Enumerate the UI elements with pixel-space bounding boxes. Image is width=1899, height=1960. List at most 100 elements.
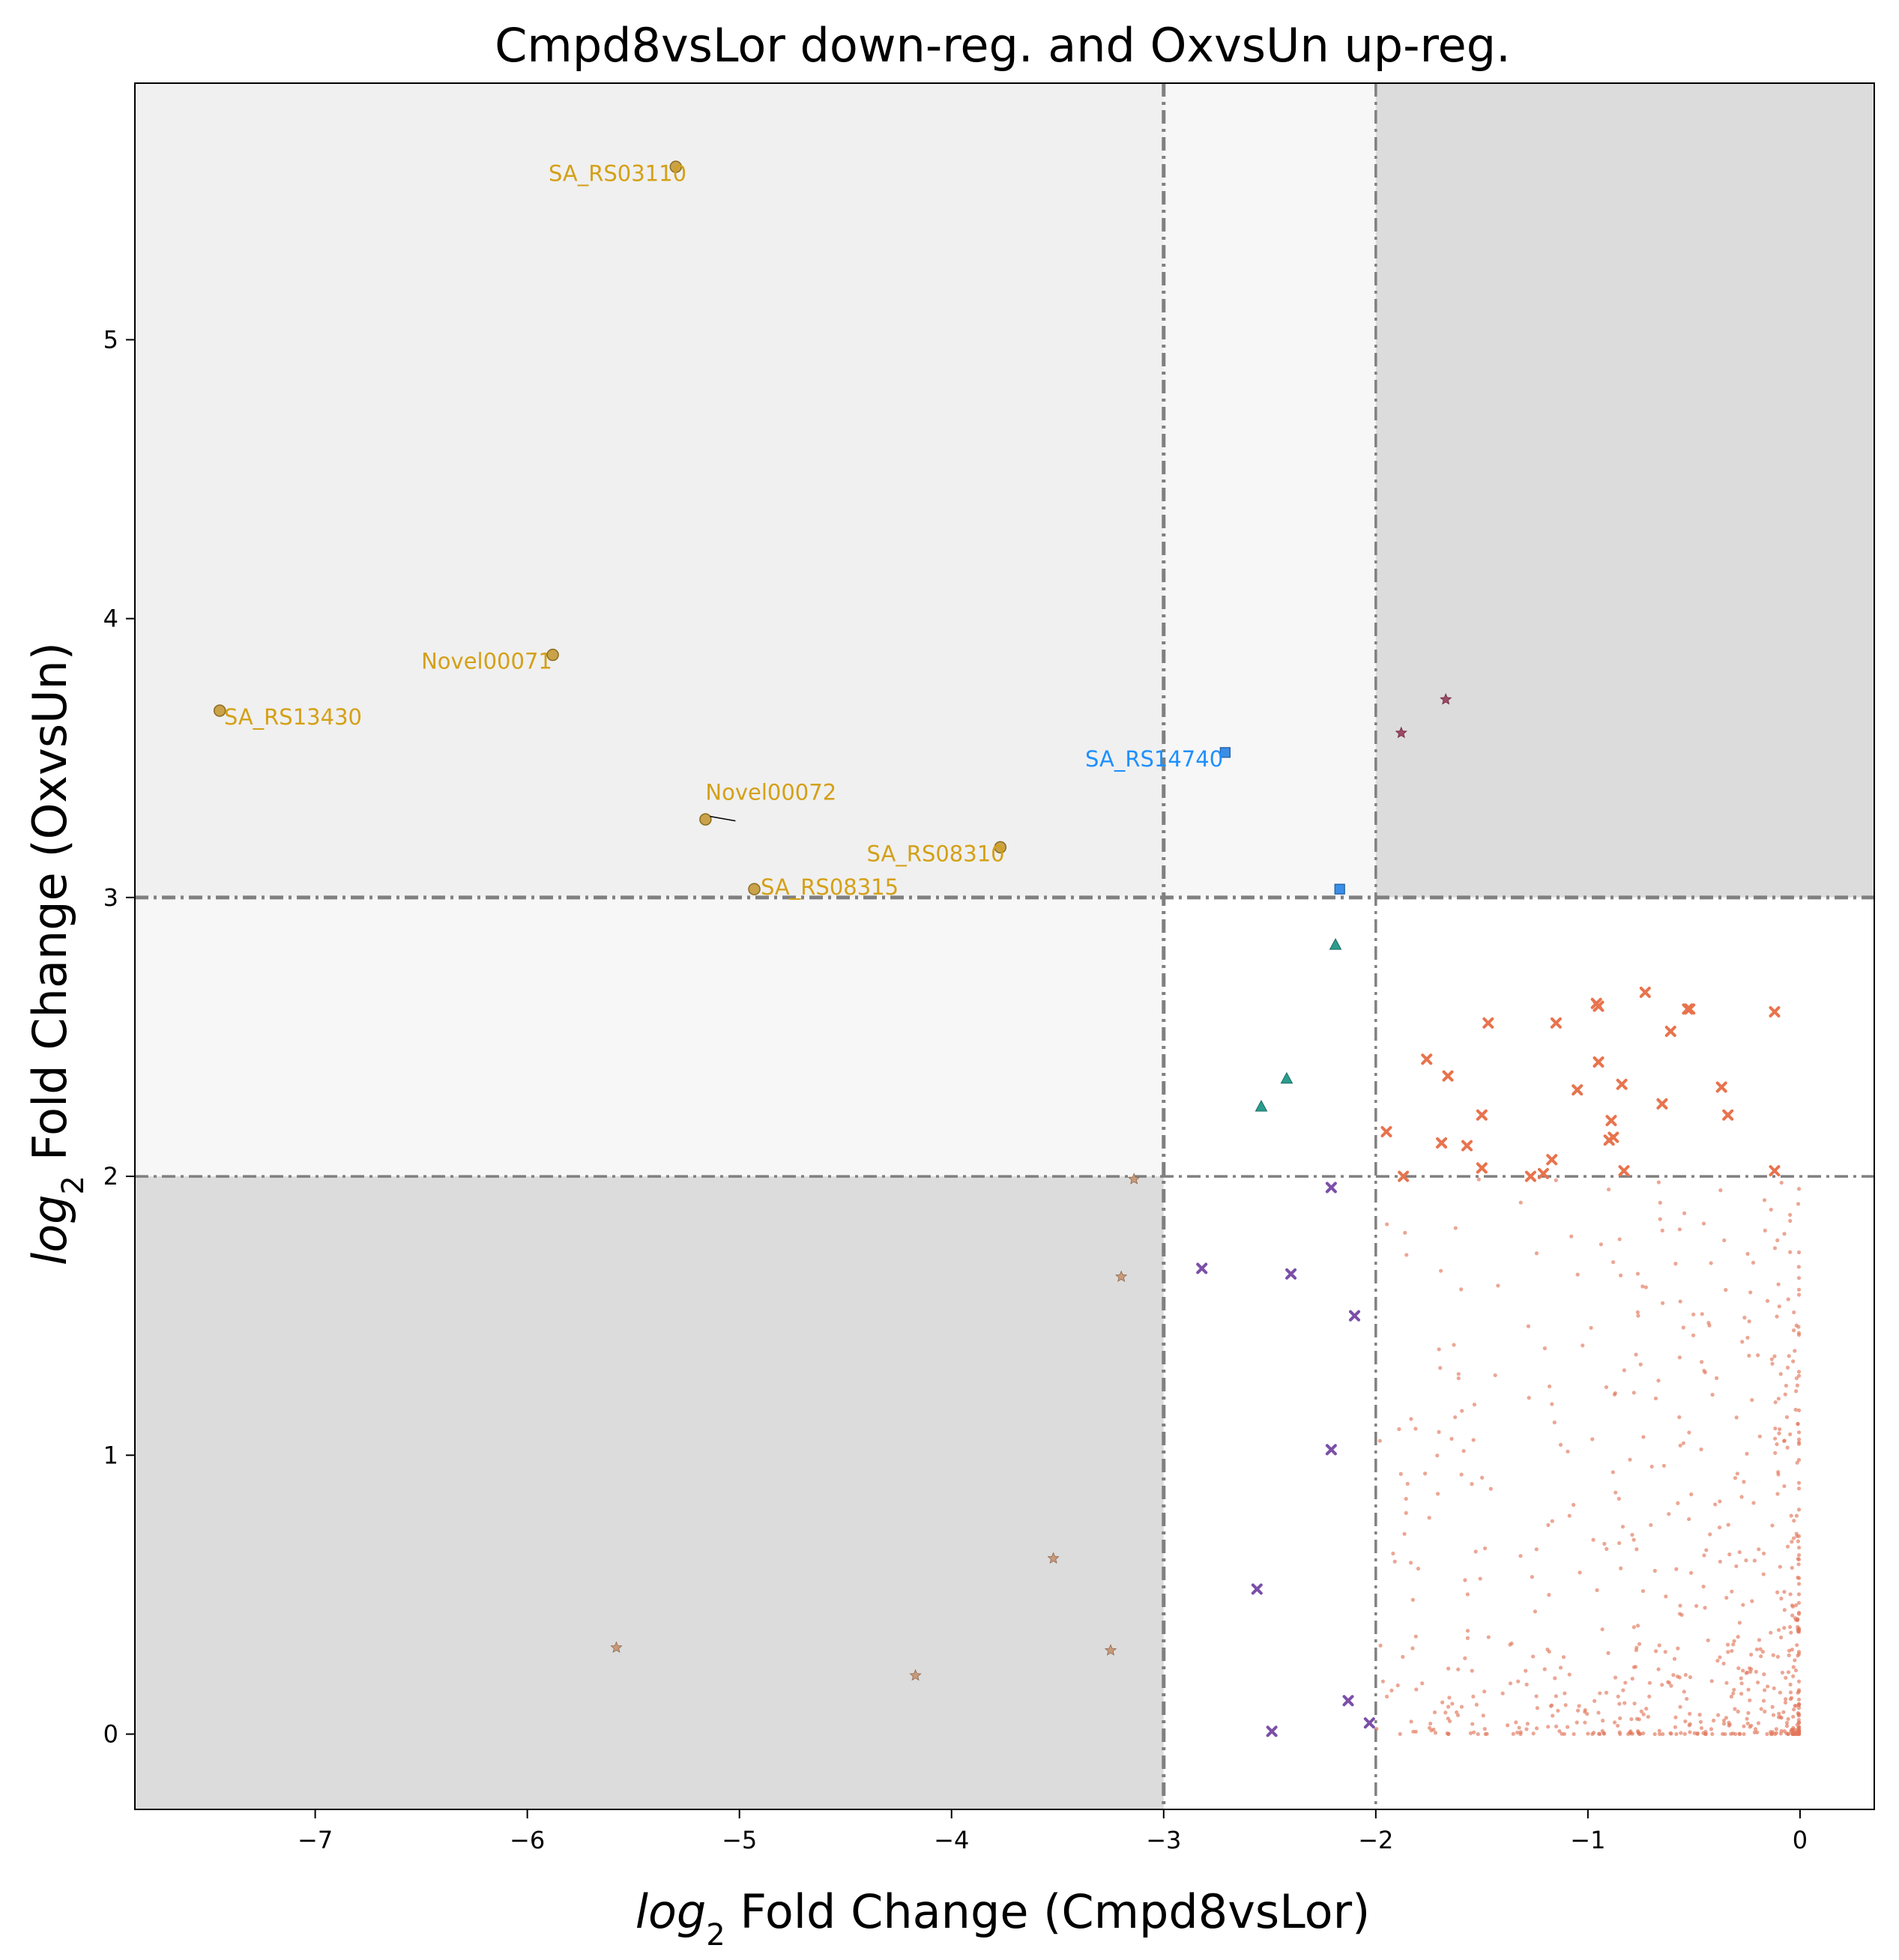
- cloud-point: [1721, 1718, 1727, 1722]
- cloud-point: [1704, 1548, 1709, 1552]
- x-axis-label: log2 Fold Change (Cmpd8vsLor): [635, 1884, 1371, 1953]
- cloud-point: [1761, 1699, 1766, 1703]
- cloud-point: [1622, 1701, 1627, 1705]
- cloud-point: [1742, 1731, 1746, 1737]
- cloud-point: [1558, 1666, 1563, 1670]
- cloud-point: [1753, 1727, 1758, 1731]
- cloud-point: [1676, 1501, 1680, 1505]
- cloud-point: [1483, 1731, 1488, 1737]
- cloud-point: [1756, 1353, 1760, 1358]
- cloud-point: [1667, 1681, 1672, 1685]
- cloud-point: [1617, 1702, 1622, 1706]
- data-point-x: [1342, 1695, 1354, 1707]
- cloud-point: [1493, 1373, 1497, 1378]
- x-tick-label: −1: [1570, 1826, 1605, 1854]
- cloud-point: [1589, 1325, 1593, 1330]
- cloud-point: [1404, 1496, 1408, 1501]
- cloud-point: [1747, 1319, 1751, 1324]
- cloud-point: [1735, 1471, 1739, 1476]
- cloud-point: [1398, 1731, 1402, 1737]
- cloud-point: [1782, 1626, 1787, 1630]
- cloud-point: [1456, 1376, 1461, 1381]
- cloud-point: [1701, 1584, 1706, 1589]
- cloud-point: [1438, 1366, 1443, 1370]
- cloud-point: [1703, 1606, 1707, 1610]
- data-point-x: [1461, 1140, 1473, 1152]
- cloud-point: [1524, 1669, 1528, 1673]
- cloud-point: [1677, 1612, 1682, 1616]
- cloud-point: [1554, 1178, 1558, 1182]
- data-point-star: [1047, 1552, 1060, 1564]
- cloud-point: [1699, 1725, 1704, 1731]
- data-point-star: [1104, 1644, 1117, 1656]
- gene-annotations: SA_RS03110 Novel00071 SA_RS13430 Novel00072…: [224, 160, 1223, 900]
- data-point-x: [1482, 1017, 1494, 1029]
- cloud-point: [1796, 1545, 1802, 1550]
- cloud-point: [1547, 1384, 1552, 1389]
- cloud-point: [1791, 1714, 1796, 1719]
- cloud-point: [1631, 1537, 1636, 1542]
- cloud-point: [1389, 1688, 1394, 1693]
- cloud-point: [1471, 1694, 1476, 1699]
- data-point-x: [1537, 1167, 1549, 1179]
- cloud-point: [1782, 1439, 1787, 1443]
- cloud-point: [1534, 1694, 1539, 1699]
- cloud-point: [1674, 1567, 1679, 1571]
- cloud-point: [1669, 1731, 1673, 1736]
- cloud-point: [1628, 1730, 1632, 1734]
- cloud-point: [1788, 1682, 1793, 1687]
- cloud-point: [1673, 1715, 1678, 1719]
- y-tick-label: 0: [103, 1720, 118, 1749]
- cloud-point: [1796, 1408, 1802, 1412]
- data-point-x: [1769, 1005, 1781, 1017]
- cloud-point: [1773, 1400, 1778, 1405]
- data-point-circle: [699, 813, 712, 826]
- cloud-point: [1547, 1593, 1551, 1597]
- cloud-point: [1756, 1680, 1760, 1685]
- cloud-point: [1578, 1570, 1582, 1575]
- cloud-point: [1474, 1702, 1479, 1707]
- cloud-point: [1776, 1627, 1781, 1633]
- cloud-point: [1635, 1271, 1640, 1276]
- cloud-point: [1783, 1392, 1787, 1397]
- data-point-star: [1395, 726, 1407, 739]
- cloud-point: [1461, 1448, 1466, 1454]
- cloud-point: [1463, 1656, 1467, 1660]
- cloud-point: [1784, 1724, 1790, 1728]
- cloud-point: [1726, 1650, 1730, 1654]
- cloud-point: [1736, 1635, 1740, 1639]
- data-point-x: [1266, 1725, 1278, 1737]
- cloud-point: [1446, 1666, 1451, 1671]
- cloud-point: [1796, 1697, 1802, 1702]
- cloud-point: [1784, 1720, 1790, 1725]
- cloud-point: [1598, 1242, 1604, 1247]
- cloud-point: [1616, 1496, 1621, 1501]
- cloud-point: [1656, 1667, 1661, 1672]
- cloud-point: [1731, 1691, 1736, 1696]
- cloud-point: [1796, 1187, 1802, 1191]
- cloud-point: [1760, 1650, 1765, 1654]
- cloud-point: [1439, 1268, 1443, 1273]
- cloud-point: [1773, 1426, 1778, 1431]
- cloud-point: [1437, 1347, 1441, 1352]
- cloud-point: [1778, 1427, 1782, 1432]
- cloud-point: [1551, 1714, 1555, 1718]
- cloud-point: [1741, 1669, 1745, 1673]
- cloud-point: [1531, 1654, 1536, 1659]
- cloud-point: [1583, 1720, 1587, 1725]
- cloud-point: [1669, 1684, 1673, 1688]
- cloud-point: [1518, 1200, 1523, 1205]
- cloud-point: [1610, 1470, 1616, 1474]
- cloud-point: [1796, 1480, 1802, 1485]
- cloud-point: [1673, 1262, 1678, 1266]
- cloud-point: [1463, 1578, 1467, 1582]
- cloud-point: [1795, 1534, 1799, 1538]
- cloud-point: [1636, 1313, 1640, 1318]
- cloud-point: [1511, 1731, 1515, 1736]
- cloud-point: [1639, 1709, 1643, 1714]
- cloud-point: [1697, 1713, 1702, 1717]
- cloud-point: [1452, 1343, 1456, 1347]
- cloud-point: [1700, 1312, 1704, 1316]
- cloud-point: [1749, 1723, 1754, 1728]
- gene-label: SA_RS08310: [867, 841, 1005, 866]
